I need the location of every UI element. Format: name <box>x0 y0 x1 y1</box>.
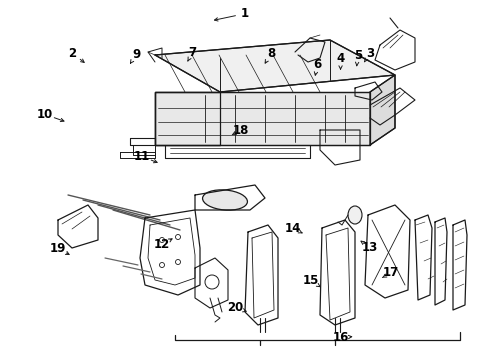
Ellipse shape <box>175 234 180 239</box>
Ellipse shape <box>348 206 362 224</box>
Text: 1: 1 <box>241 7 249 20</box>
Text: 2: 2 <box>69 47 76 60</box>
Ellipse shape <box>160 238 165 243</box>
Text: 10: 10 <box>37 108 53 121</box>
Text: 20: 20 <box>227 301 244 314</box>
Text: 9: 9 <box>132 48 140 61</box>
Text: 7: 7 <box>189 46 196 59</box>
Text: 3: 3 <box>366 47 374 60</box>
Polygon shape <box>155 40 395 92</box>
Text: 18: 18 <box>233 124 249 137</box>
Polygon shape <box>370 75 395 145</box>
Text: 4: 4 <box>337 52 344 65</box>
Ellipse shape <box>160 262 165 267</box>
Text: 16: 16 <box>332 331 349 344</box>
Text: 17: 17 <box>383 266 399 279</box>
Text: 14: 14 <box>285 222 301 235</box>
Polygon shape <box>155 92 370 145</box>
Ellipse shape <box>202 190 247 210</box>
Text: 13: 13 <box>362 241 378 254</box>
Text: 15: 15 <box>303 274 319 287</box>
Text: 8: 8 <box>267 47 275 60</box>
Polygon shape <box>155 92 220 145</box>
Ellipse shape <box>175 260 180 265</box>
Text: 5: 5 <box>354 49 362 62</box>
Text: 11: 11 <box>134 150 150 163</box>
Text: 19: 19 <box>49 242 66 255</box>
Text: 6: 6 <box>314 58 321 71</box>
Text: 12: 12 <box>153 238 170 251</box>
